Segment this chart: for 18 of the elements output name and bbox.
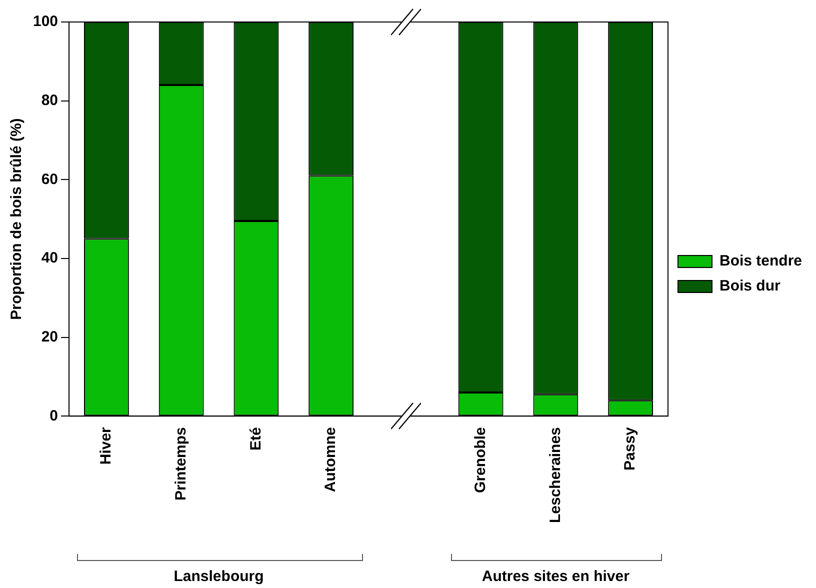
x-tick-label: Eté	[247, 427, 264, 450]
y-tick-label: 80	[41, 92, 58, 109]
x-tick-label: Grenoble	[472, 427, 489, 493]
x-tick-label: Printemps	[172, 427, 190, 500]
x-tick-label: Hiver	[98, 426, 115, 465]
y-tick-label: 40	[41, 250, 58, 267]
x-tick-label: Passy	[622, 426, 639, 470]
x-tick-label: Automne	[322, 427, 340, 492]
y-tick-label: 0	[50, 407, 58, 424]
y-tick-label: 100	[32, 13, 58, 30]
y-axis-title: Proportion de bois brûlé (%)	[8, 118, 26, 320]
text: Lanslebourg	[174, 568, 264, 585]
text: Autres sites en hiver	[482, 568, 630, 585]
x-tick-label: Lescheraines	[546, 427, 564, 523]
y-tick-label: 20	[41, 328, 58, 346]
legend-label: Bois tendre	[719, 252, 802, 270]
legend-label: Bois dur	[719, 278, 780, 295]
y-tick-label: 60	[41, 170, 58, 188]
